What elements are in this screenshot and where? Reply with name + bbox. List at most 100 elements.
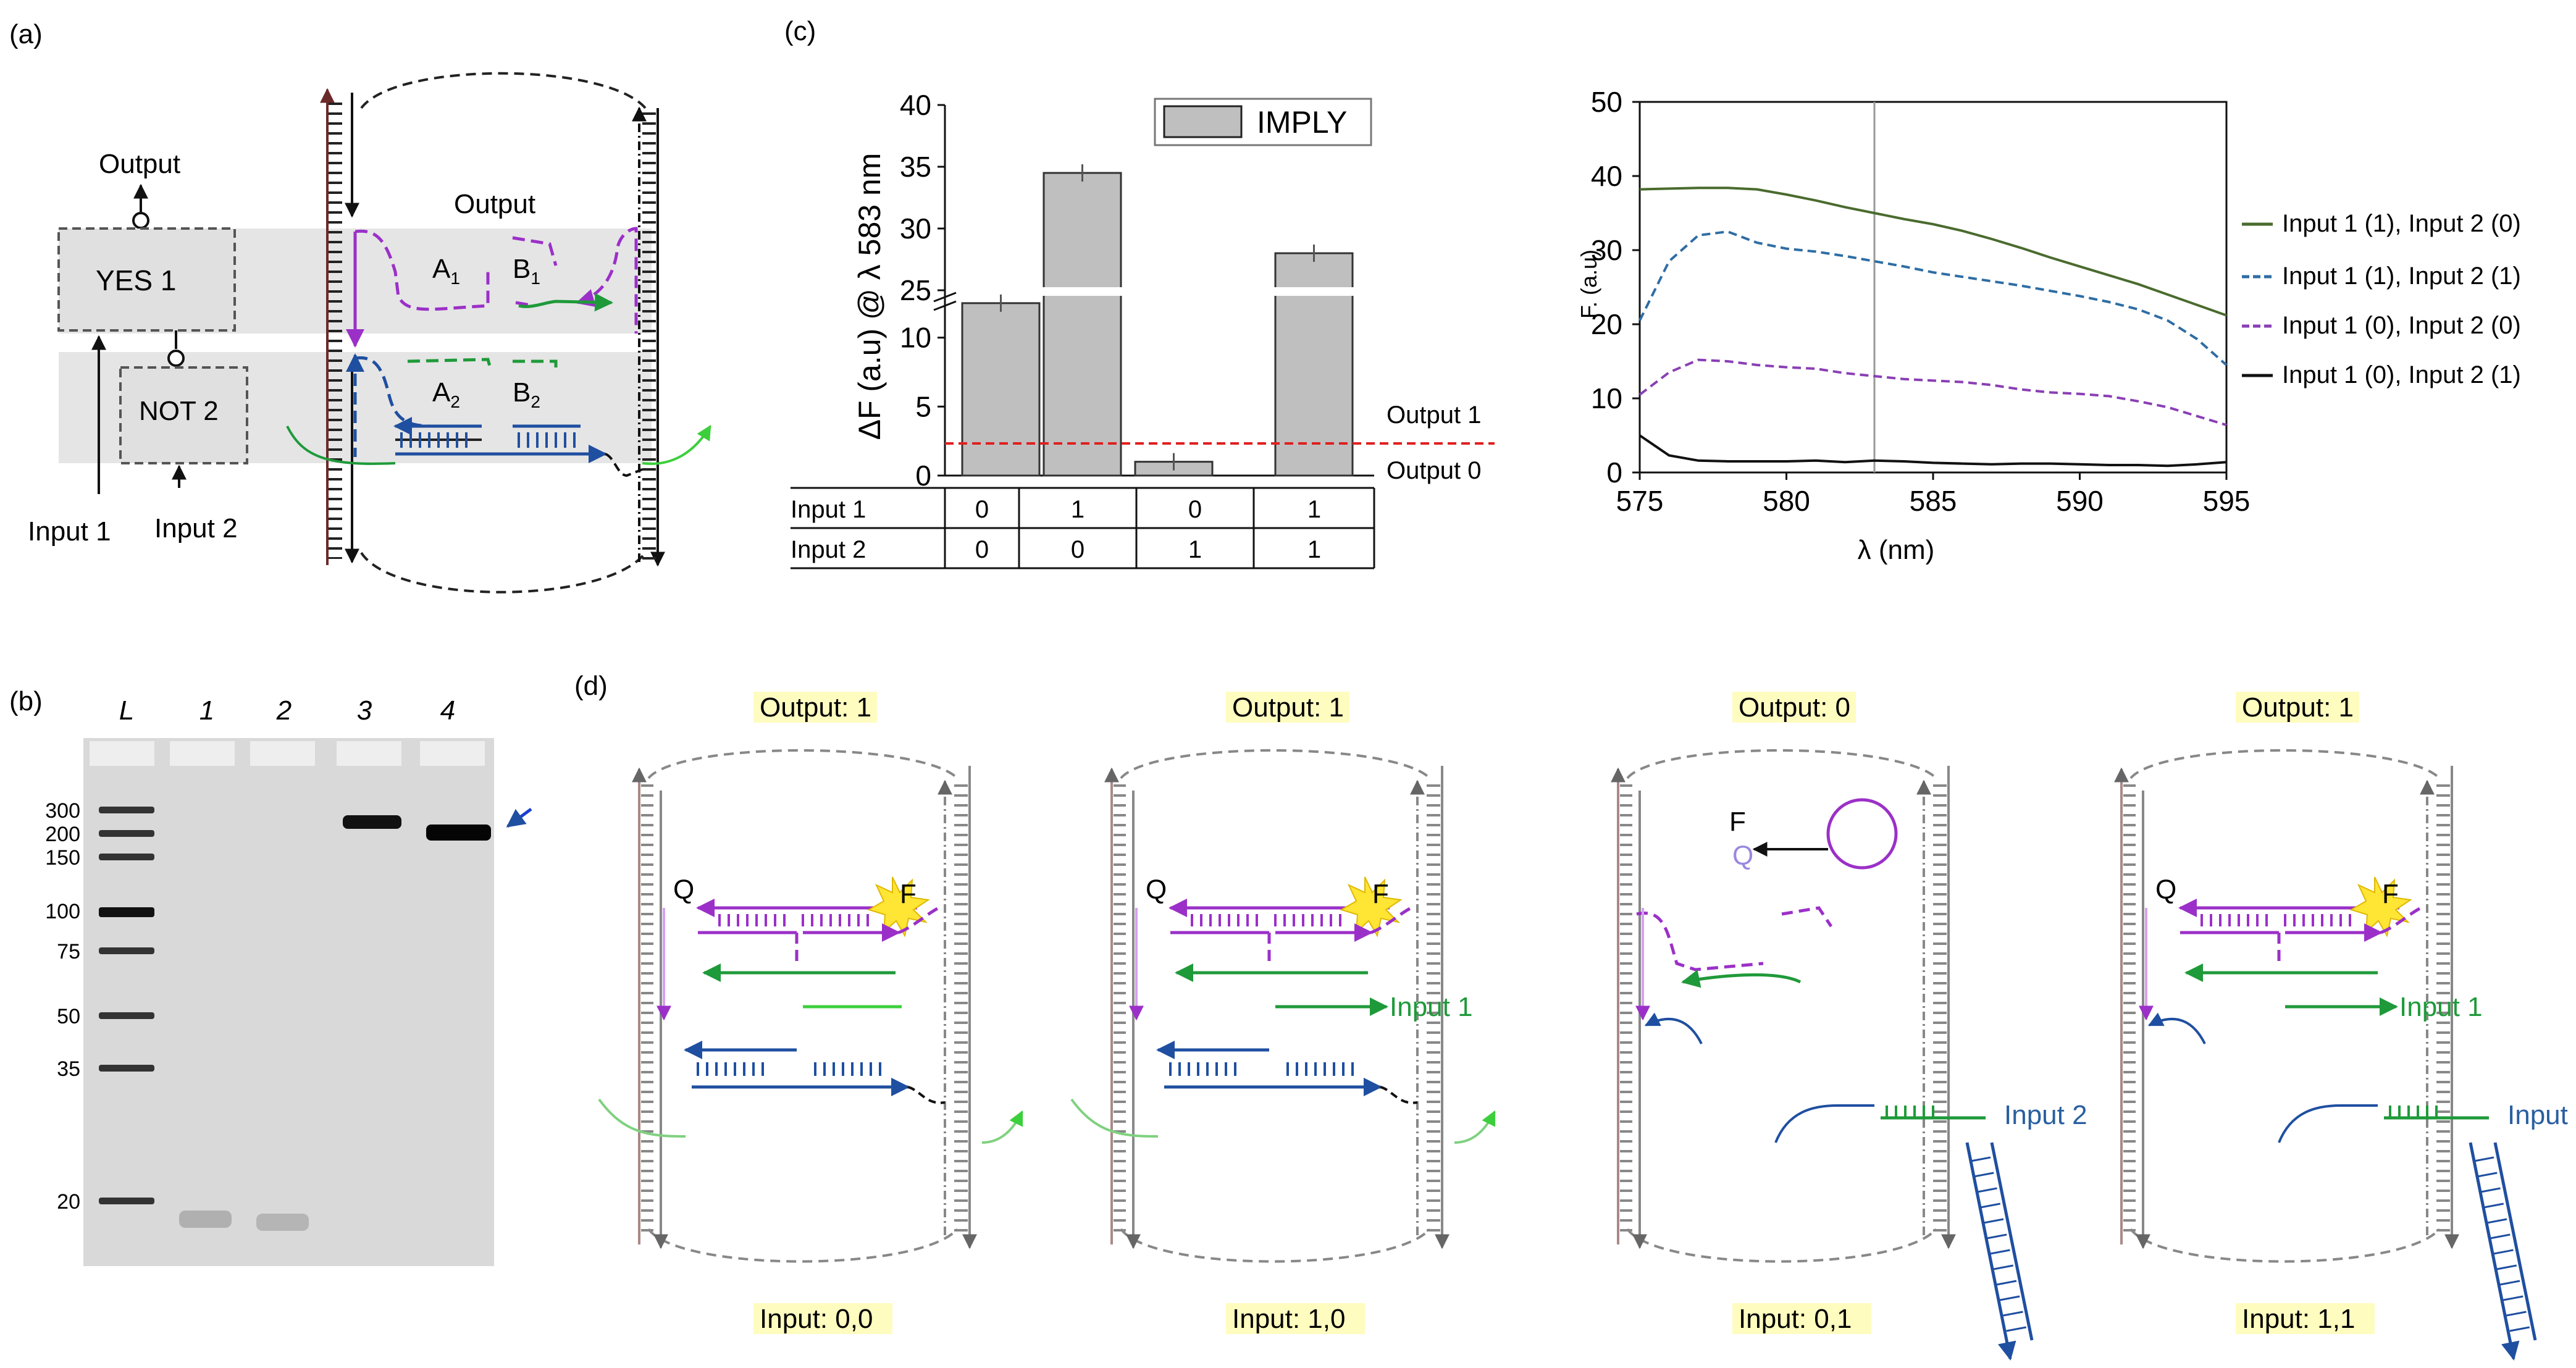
output-label-mid: Output bbox=[454, 189, 535, 219]
ladder-label-35: 35 bbox=[57, 1057, 80, 1081]
bar-1 bbox=[1043, 172, 1122, 477]
line-ytick-label: 20 bbox=[1591, 308, 1622, 340]
green-left-curl bbox=[598, 1098, 686, 1138]
yes-gate-box bbox=[57, 227, 236, 332]
bar-ytick-label: 10 bbox=[900, 322, 931, 354]
quencher-label: Q bbox=[1146, 875, 1167, 905]
green-right-curl bbox=[642, 424, 711, 465]
green-right-curl bbox=[981, 1110, 1023, 1144]
line-chart: 575 580 585 590 595 0 10 20 30 40 50 λ (nm) F. (a.… bbox=[1576, 86, 2521, 565]
tube-bottom bbox=[1626, 1228, 1937, 1263]
input-label: Input: 1,0 bbox=[1232, 1304, 1345, 1334]
input-label: Input: 0,0 bbox=[760, 1304, 873, 1334]
right-strand-ticks bbox=[1933, 778, 1947, 1235]
input1-label: Input 1 bbox=[1390, 992, 1473, 1022]
base-pair bbox=[2503, 1295, 2524, 1301]
bar-ytick-label: 25 bbox=[900, 274, 931, 306]
table-cell: 0 bbox=[1071, 536, 1085, 563]
purple-right-loop bbox=[576, 227, 638, 334]
lane2-band bbox=[256, 1214, 309, 1231]
ladder-label-200: 200 bbox=[45, 823, 80, 846]
green-strand bbox=[1681, 970, 1802, 988]
base-pair bbox=[1996, 1280, 2017, 1286]
fluor-label: F bbox=[1372, 879, 1389, 909]
blue-tail bbox=[1380, 1086, 1418, 1104]
base-pair bbox=[1986, 1233, 2007, 1240]
ladder-band bbox=[99, 854, 154, 860]
quencher-label: Q bbox=[1732, 841, 1753, 871]
axis-break-icon bbox=[933, 292, 957, 311]
hairpin-loop bbox=[1826, 798, 1898, 870]
base-pair bbox=[2486, 1218, 2507, 1224]
B1-label: B1 bbox=[513, 254, 540, 288]
base-pair bbox=[2003, 1311, 2023, 1317]
series-line-2 bbox=[1638, 358, 2227, 427]
table-cell: 1 bbox=[1307, 496, 1321, 523]
ladder-label-75: 75 bbox=[57, 940, 80, 963]
line-plot-frame bbox=[1638, 101, 2228, 474]
panel-b-label: (b) bbox=[9, 686, 43, 716]
bar-legend-text: IMPLY bbox=[1257, 105, 1347, 140]
tube-top bbox=[1626, 749, 1937, 779]
gel-well bbox=[170, 741, 235, 766]
input2-strand-2 bbox=[2493, 1142, 2537, 1341]
quencher-label: Q bbox=[2155, 875, 2176, 905]
table-cell: 0 bbox=[975, 496, 989, 523]
bar-legend-swatch bbox=[1163, 105, 1243, 138]
table-row-label: Input 2 bbox=[791, 536, 866, 563]
output-label: Output: 1 bbox=[1232, 692, 1344, 723]
input-highlight bbox=[1732, 1303, 1871, 1334]
input-highlight bbox=[1226, 1303, 1365, 1334]
d-subpanel-3: Output: 0 Input: 0,1 FQ Input 2 bbox=[1611, 692, 2087, 1361]
line-ytick-label: 10 bbox=[1591, 382, 1622, 414]
lane-label-2: 2 bbox=[276, 695, 292, 726]
d-subpanel-4: Output: 1 Input: 1,1 Q F Input 1 Input 2 bbox=[2114, 692, 2576, 1361]
panel-c-label: (c) bbox=[784, 16, 816, 46]
ladder-band bbox=[99, 807, 154, 813]
line-legend: Input 1 (1), Input 2 (0) Input 1 (1), Inp… bbox=[2242, 210, 2521, 388]
base-pair bbox=[1980, 1202, 2001, 1209]
not-gate-box bbox=[119, 366, 248, 464]
legend-label-0: Input 1 (1), Input 2 (0) bbox=[2282, 210, 2521, 237]
lane-label-L: L bbox=[119, 695, 134, 726]
ladder-band bbox=[99, 1012, 154, 1019]
base-pair bbox=[2477, 1172, 2498, 1178]
ladder-band bbox=[99, 1198, 154, 1204]
base-pair bbox=[2480, 1187, 2501, 1193]
output-highlight bbox=[2236, 692, 2359, 723]
gel-well bbox=[337, 741, 401, 766]
gel-bands bbox=[90, 741, 491, 1231]
output-highlight bbox=[1226, 692, 1349, 723]
base-pair bbox=[2493, 1249, 2514, 1255]
ladder-label-300: 300 bbox=[45, 799, 80, 823]
series-line-1 bbox=[1638, 230, 2228, 366]
purple-B1 bbox=[512, 236, 558, 308]
d-subpanel-2: Output: 1 Input: 1,0 Q F Input 1 bbox=[1070, 692, 1496, 1334]
green-left-curl bbox=[1070, 1098, 1159, 1138]
base-pair bbox=[2473, 1156, 2494, 1162]
input-label: Input: 1,1 bbox=[2242, 1304, 2355, 1334]
gel-image bbox=[83, 738, 494, 1266]
blue-free-strand bbox=[2278, 1104, 2378, 1143]
purple-dashed bbox=[795, 906, 940, 963]
line-ylabel: F. (a.u) bbox=[1576, 250, 1601, 319]
line-xtick-label: 575 bbox=[1616, 485, 1664, 517]
blue-left-loop bbox=[355, 355, 433, 457]
table-cell: 0 bbox=[975, 536, 989, 563]
threshold-label-0: Output 0 bbox=[1387, 457, 1481, 484]
line-xtick-label: 580 bbox=[1763, 485, 1810, 517]
tube-bottom bbox=[1120, 1228, 1431, 1263]
left-strand-ticks bbox=[1114, 784, 1126, 1235]
line-xtick-label: 595 bbox=[2203, 485, 2251, 517]
ladder-label-150: 150 bbox=[45, 846, 80, 870]
base-pair bbox=[2483, 1202, 2504, 1209]
series-line-0 bbox=[1639, 187, 2227, 317]
input1-label: Input 1 bbox=[2399, 992, 2483, 1022]
line-ytick-label: 40 bbox=[1591, 160, 1622, 192]
base-pair bbox=[2509, 1326, 2530, 1332]
fluorophore-star-icon bbox=[2349, 876, 2412, 938]
tube-bottom bbox=[647, 1228, 959, 1263]
table-row-label: Input 1 bbox=[791, 496, 866, 523]
series-line-3 bbox=[1638, 434, 2227, 468]
base-pair bbox=[2499, 1280, 2520, 1286]
